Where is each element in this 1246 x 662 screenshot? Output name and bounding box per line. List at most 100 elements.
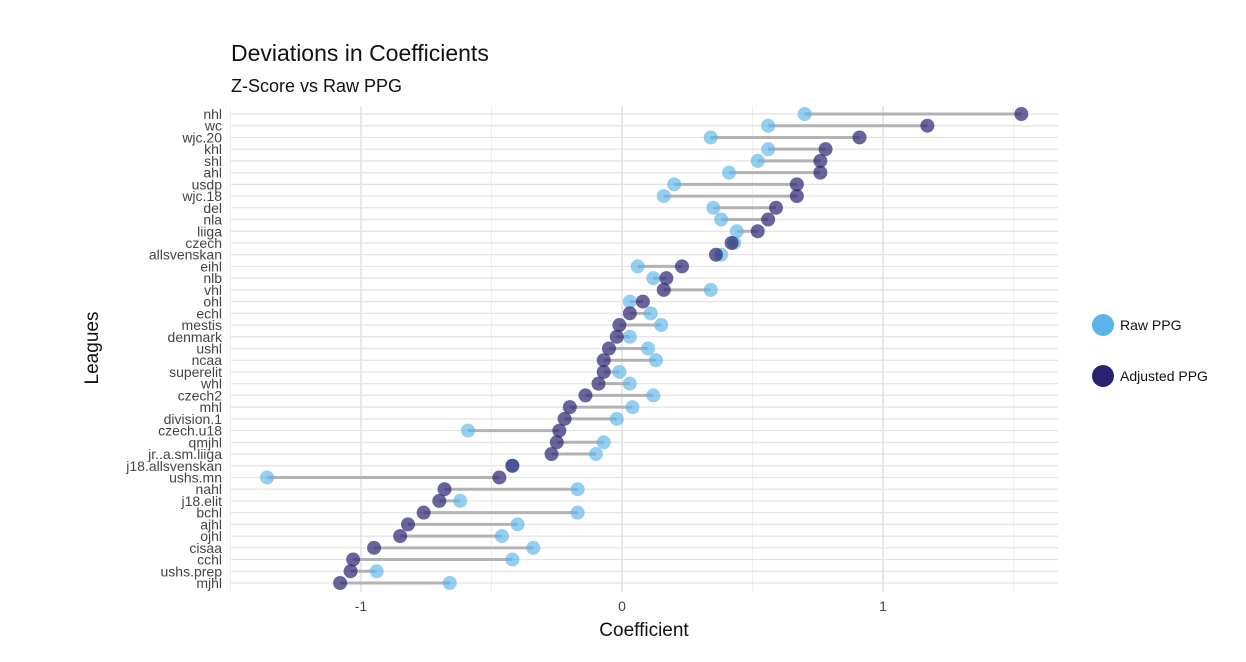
y-tick-label: mestis [182, 317, 222, 333]
y-tick-label: ushs.mn [169, 469, 222, 485]
point-adjusted [1014, 107, 1029, 121]
point-adjusted [761, 212, 776, 227]
y-tick-label: ojhl [200, 528, 222, 544]
y-tick-label: vhl [204, 282, 222, 298]
point-adjusted [591, 376, 606, 391]
point-raw [648, 353, 663, 368]
point-adjusted [813, 153, 828, 168]
legend-swatch-adjusted [1092, 365, 1114, 387]
point-adjusted [622, 306, 637, 321]
y-tick-label: eihl [200, 258, 222, 274]
point-adjusted [852, 130, 867, 145]
point-raw [510, 517, 525, 532]
point-adjusted [343, 564, 358, 579]
point-adjusted [505, 458, 520, 473]
y-tick-label: nahl [196, 481, 222, 497]
y-tick-label: jr..a.sm.liiga [147, 446, 222, 462]
point-adjusted [552, 423, 567, 438]
legend-item-raw: Raw PPG [1092, 310, 1181, 340]
y-tick-label: wjc.18 [181, 188, 222, 204]
point-raw [260, 470, 275, 485]
legend-label-adjusted: Adjusted PPG [1120, 368, 1208, 384]
y-tick-label: czech2 [178, 387, 223, 403]
point-raw [714, 212, 729, 227]
y-tick-label: superelit [169, 364, 222, 380]
point-adjusted [656, 282, 671, 297]
point-raw [609, 411, 624, 426]
point-raw [570, 482, 585, 497]
point-adjusted [675, 259, 690, 274]
y-tick-label: usdp [192, 176, 223, 192]
point-adjusted [557, 411, 572, 426]
point-adjusted [437, 482, 452, 497]
x-tick-label: 0 [618, 598, 626, 614]
y-tick-label: ushl [196, 341, 222, 357]
legend-item-adjusted: Adjusted PPG [1092, 361, 1208, 391]
x-tick-label: -1 [355, 598, 368, 614]
point-raw [646, 388, 661, 403]
y-tick-label: j18.allsvenskan [125, 458, 222, 474]
point-raw [505, 552, 520, 567]
point-raw [461, 423, 476, 438]
y-tick-label: echl [196, 305, 222, 321]
y-tick-label: shl [204, 153, 222, 169]
y-tick-label: wc [204, 118, 222, 134]
y-tick-label: j18.elit [181, 493, 223, 509]
point-adjusted [333, 576, 348, 590]
point-raw [761, 142, 776, 157]
point-raw [622, 376, 637, 391]
point-raw [612, 364, 627, 379]
point-adjusted [789, 177, 804, 192]
point-raw [625, 400, 640, 415]
point-adjusted [416, 505, 431, 520]
point-raw [761, 118, 776, 133]
point-adjusted [659, 271, 674, 286]
x-axis-label: Coefficient [599, 620, 689, 641]
point-raw [656, 189, 671, 204]
y-tick-label: division.1 [164, 411, 223, 427]
y-tick-label: cchl [197, 552, 222, 568]
point-adjusted [789, 189, 804, 204]
point-raw [641, 341, 656, 356]
point-adjusted [432, 493, 447, 508]
point-adjusted [768, 200, 783, 215]
legend-label-raw: Raw PPG [1120, 317, 1182, 333]
y-tick-label: ahl [203, 165, 222, 181]
y-tick-label: nhl [203, 106, 222, 122]
point-adjusted [596, 364, 611, 379]
y-tick-label: nla [203, 212, 222, 228]
point-raw [622, 329, 637, 344]
point-adjusted [596, 353, 611, 368]
y-tick-label: cisaa [189, 540, 222, 556]
point-adjusted [920, 118, 935, 133]
y-tick-label: czech [185, 235, 222, 251]
point-raw [494, 529, 509, 544]
y-tick-label: del [203, 200, 222, 216]
y-tick-label: allsvenskan [149, 247, 222, 263]
y-tick-label: qmjhl [189, 434, 222, 450]
point-raw [596, 435, 611, 450]
point-adjusted [612, 318, 627, 333]
point-adjusted [601, 341, 616, 356]
point-adjusted [549, 435, 564, 450]
point-raw [526, 540, 541, 555]
point-raw [722, 165, 737, 180]
y-tick-label: bchl [196, 505, 222, 521]
y-tick-label: liiga [197, 223, 222, 239]
point-raw [453, 493, 468, 508]
point-raw [570, 505, 585, 520]
chart-title: Deviations in Coefficients [231, 40, 489, 66]
point-raw [703, 130, 718, 145]
point-adjusted [813, 165, 828, 180]
point-raw [706, 200, 721, 215]
y-tick-label: ncaa [192, 352, 223, 368]
point-adjusted [724, 235, 739, 250]
point-adjusted [750, 224, 765, 239]
y-axis-label: Leagues [82, 312, 103, 385]
point-adjusted [346, 552, 361, 567]
point-adjusted [708, 247, 723, 262]
point-adjusted [609, 329, 624, 344]
y-tick-label: whl [200, 376, 222, 392]
point-adjusted [400, 517, 415, 532]
point-raw [630, 259, 645, 274]
